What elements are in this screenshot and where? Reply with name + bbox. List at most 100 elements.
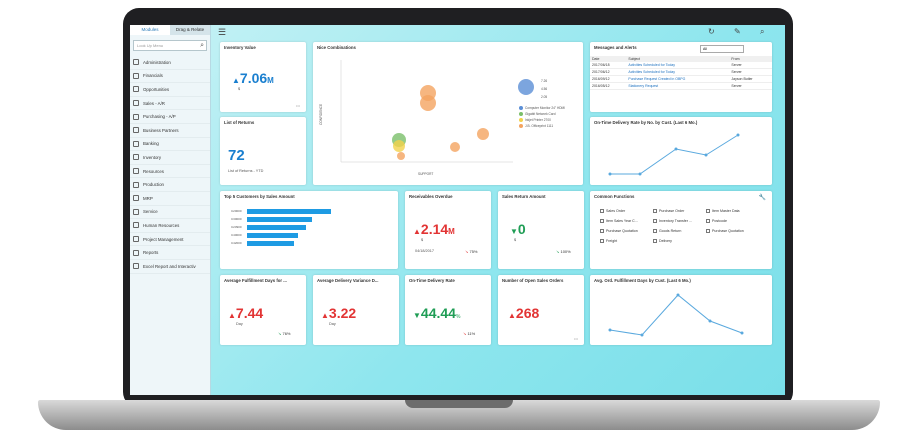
bubble[interactable] <box>450 142 460 152</box>
more-icon[interactable]: ••• <box>296 104 300 108</box>
sidebar-item-label: Purchasing - A/P <box>143 114 176 120</box>
target-icon <box>133 86 139 93</box>
legend-item: Computer Monitor 24" HDMI <box>525 106 565 110</box>
avg-fulfillment-chart-card[interactable]: Avg. Ord. Fulfillment Days by Cust. (Las… <box>590 275 772 345</box>
bar[interactable] <box>247 241 294 246</box>
more-icon[interactable]: ••• <box>574 337 578 341</box>
sidebar-item-opportunities[interactable]: Opportunities <box>130 83 210 97</box>
function-link[interactable]: Freight <box>600 239 617 243</box>
menu-search-input[interactable]: Look Up Menu ⌕ <box>133 40 207 51</box>
function-link[interactable]: Purchase Order <box>653 209 684 213</box>
report-icon <box>133 249 139 256</box>
avg-fulfillment-card[interactable]: Average Fulfillment Days for ... ▲7.44 D… <box>220 275 306 345</box>
on-time-value: ▼44.44% <box>413 305 461 321</box>
open-sales-orders-card[interactable]: Number of Open Sales Orders ▲268 ••• <box>498 275 584 345</box>
top-customers-card[interactable]: Top 5 Customers by Sales Amount C20000 C… <box>220 191 398 269</box>
card-title: Top 5 Customers by Sales Amount <box>224 194 295 199</box>
bar[interactable] <box>247 225 306 230</box>
sidebar-item-label: Reports <box>143 250 159 256</box>
sidebar-item-production[interactable]: Production <box>130 178 210 192</box>
function-link[interactable]: Purchase Quotation <box>600 229 638 233</box>
function-link[interactable]: Item Master Data <box>706 209 740 213</box>
sidebar-item-mrp[interactable]: MRP <box>130 192 210 206</box>
avg-delivery-variance-card[interactable]: Average Delivery Variance D... ▲3.22 Day <box>313 275 399 345</box>
table-row[interactable]: 2016/05/12 Stationery Request Server <box>590 82 772 90</box>
sidebar-item-financials[interactable]: Financials <box>130 70 210 84</box>
bar[interactable] <box>247 217 312 222</box>
menu-icon[interactable]: ☰ <box>218 27 227 37</box>
bubble[interactable] <box>393 140 405 152</box>
legend-size: 2.05 <box>541 95 547 99</box>
on-time-delivery-chart-card[interactable]: On-Time Delivery Rate by No. by Cust. (L… <box>590 117 772 185</box>
sidebar-item-label: Human Resources <box>143 222 180 228</box>
on-time-delivery-rate-card[interactable]: On-Time Delivery Rate ▼44.44% ↘ 11% <box>405 275 491 345</box>
top-bar: ☰ ↻ ✎ ⌕ <box>212 25 785 41</box>
search-icon[interactable]: ⌕ <box>760 27 765 36</box>
sidebar-item-purchasing[interactable]: Purchasing - A/P <box>130 110 210 124</box>
sidebar-item-project-management[interactable]: Project Management <box>130 233 210 247</box>
function-link[interactable]: Item Sales Year C... <box>600 219 638 223</box>
search-icon[interactable]: ⌕ <box>200 42 204 49</box>
sidebar-item-inventory[interactable]: Inventory <box>130 151 210 165</box>
inventory-value-card[interactable]: Inventory Value ▲7.06M $ ••• <box>220 42 306 112</box>
people-icon <box>133 222 139 229</box>
returns-caption: List of Returns - YTD <box>228 169 264 173</box>
receivables-overdue-card[interactable]: Receivables Overdue ▲2.14M $ 04/18/2017 … <box>405 191 491 269</box>
filter-value: All <box>703 47 707 51</box>
table-row[interactable]: 2016/09/12 Purchase Request Created in OB… <box>590 75 772 83</box>
sales-return-value: ▼0 <box>510 221 526 237</box>
card-title: Receivables Overdue <box>409 194 453 199</box>
sidebar-item-administration[interactable]: Administration <box>130 56 210 70</box>
sidebar-item-resources[interactable]: Resources <box>130 165 210 179</box>
bar[interactable] <box>247 209 331 214</box>
function-link[interactable]: Goods Return <box>653 229 681 233</box>
list-of-returns-card[interactable]: List of Returns 72 List of Returns - YTD <box>220 117 306 185</box>
sidebar-item-reports[interactable]: Reports <box>130 246 210 260</box>
bubble[interactable] <box>477 128 489 140</box>
card-title: Average Delivery Variance D... <box>317 278 379 283</box>
sidebar: Modules Drag & Relate Look Up Menu ⌕ Adm… <box>130 25 211 395</box>
bubble[interactable] <box>397 152 405 160</box>
card-title: On-Time Delivery Rate by No. by Cust. (L… <box>594 120 698 125</box>
sales-return-card[interactable]: Sales Return Amount ▼0 $ ↘ 100% <box>498 191 584 269</box>
function-link[interactable]: Inventory Transfer ... <box>653 219 692 223</box>
table-row[interactable]: 2017/06/18 Activities Scheduled for Today… <box>590 62 772 69</box>
sidebar-tabs: Modules Drag & Relate <box>130 25 210 35</box>
function-link[interactable]: Purchase Quotation <box>706 229 744 233</box>
sidebar-item-human-resources[interactable]: Human Resources <box>130 219 210 233</box>
sidebar-item-label: Sales - A/R <box>143 100 165 106</box>
sidebar-item-banking[interactable]: Banking <box>130 138 210 152</box>
receivables-pct: ↘ 75% <box>465 249 478 254</box>
sidebar-item-excel-report[interactable]: Excel Report and Interactiv <box>130 260 210 274</box>
edit-icon[interactable]: ✎ <box>734 27 741 36</box>
receivables-date: 04/18/2017 <box>415 249 435 253</box>
on-time-pct: ↘ 11% <box>463 331 476 336</box>
resources-icon <box>133 168 139 175</box>
function-link[interactable]: Sales Order <box>600 209 625 213</box>
function-link[interactable]: Postcode <box>706 219 727 223</box>
card-title: Number of Open Sales Orders <box>502 278 564 283</box>
legend-size: 4.56 <box>541 87 547 91</box>
inventory-value: ▲7.06M <box>232 70 274 86</box>
messages-filter-select[interactable]: All <box>700 45 744 53</box>
service-icon <box>133 208 139 215</box>
sidebar-item-sales[interactable]: Sales - A/R <box>130 97 210 111</box>
sidebar-item-service[interactable]: Service <box>130 206 210 220</box>
sidebar-item-label: Excel Report and Interactiv <box>143 263 196 269</box>
card-title: Sales Return Amount <box>502 194 546 199</box>
mrp-icon <box>133 195 139 202</box>
tab-modules[interactable]: Modules <box>130 25 170 35</box>
cart-icon <box>133 100 139 107</box>
function-link[interactable]: Delivery <box>653 239 672 243</box>
tab-drag-relate[interactable]: Drag & Relate <box>170 25 210 35</box>
box-icon <box>133 154 139 161</box>
bubble[interactable] <box>420 85 436 101</box>
sidebar-item-business-partners[interactable]: Business Partners <box>130 124 210 138</box>
wrench-icon[interactable]: 🔧 <box>758 195 766 201</box>
table-row[interactable]: 2017/06/12 Activities Scheduled for Today… <box>590 68 772 76</box>
bar[interactable] <box>247 233 298 238</box>
y-axis-label: CONFIDENCE <box>319 104 323 125</box>
nice-combinations-card[interactable]: Nice Combinations CONFIDENCE SUPPORT 7.2… <box>313 42 583 185</box>
refresh-icon[interactable]: ↻ <box>708 27 715 36</box>
sidebar-item-label: Business Partners <box>143 127 179 133</box>
